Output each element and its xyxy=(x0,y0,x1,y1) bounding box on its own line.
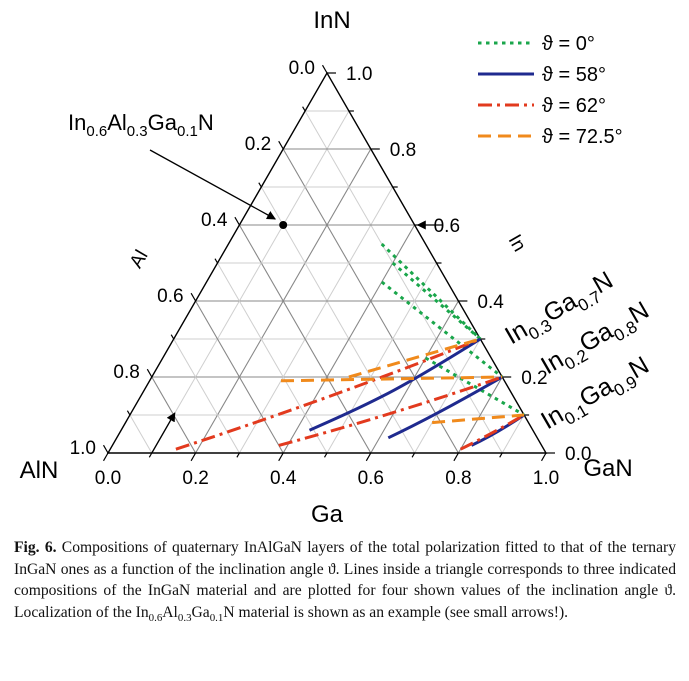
tick-label-in: 0.0 xyxy=(565,444,591,465)
example-label-symbol: N xyxy=(198,110,214,135)
series-line-d72 xyxy=(280,375,503,383)
tick-label-al: 1.0 xyxy=(70,438,96,459)
tick-al xyxy=(214,258,219,264)
caption-ga: Ga xyxy=(191,603,210,621)
grid-line-al xyxy=(304,110,503,454)
grid-line-ga xyxy=(151,110,350,454)
tick-label-al: 0.0 xyxy=(289,58,315,79)
caption-sub-ga: 0.1 xyxy=(209,611,224,624)
caption-text-part1: Compositions of quaternary InAlGaN layer… xyxy=(14,539,677,621)
tick-al xyxy=(234,216,240,226)
series-line-d0 xyxy=(424,356,525,417)
series-line-d62 xyxy=(278,375,503,447)
vertex-label-right: GaN xyxy=(583,455,632,482)
tick-label-al: 0.4 xyxy=(201,210,228,231)
series-line-d0 xyxy=(380,242,482,341)
series-line-d72 xyxy=(348,337,481,379)
example-label-symbol: Al xyxy=(107,110,127,135)
vertex-label-top: InN xyxy=(313,7,350,34)
caption-sub-in: 0.6 xyxy=(148,611,163,624)
tick-ga xyxy=(411,452,416,458)
vertex-label-left: AlN xyxy=(20,457,59,484)
tick-al xyxy=(258,182,262,188)
tick-ga xyxy=(148,452,153,458)
ticks xyxy=(102,64,555,462)
caption-label: Fig. 6. xyxy=(14,539,57,556)
tick-ga xyxy=(499,452,503,458)
tick-ga xyxy=(102,452,109,462)
legend-label-d0: ϑ = 0° xyxy=(542,33,595,55)
grid-line-al xyxy=(173,338,240,454)
tick-label-al: 0.2 xyxy=(245,134,271,155)
legend: ϑ = 0° ϑ = 58° ϑ = 62° ϑ = 72.5° xyxy=(478,33,623,148)
tick-ga xyxy=(236,452,240,458)
series-line-d58 xyxy=(308,337,482,432)
tick-label-al: 0.6 xyxy=(157,286,183,307)
axis-label-right: In xyxy=(504,231,530,255)
example-label-subscript: 0.6 xyxy=(86,123,107,140)
grid-line-ga xyxy=(326,262,437,454)
legend-label-d58: ϑ = 58° xyxy=(542,64,606,86)
grid-line-al xyxy=(217,262,328,454)
figure-caption: Fig. 6. Compositions of quaternary InAlG… xyxy=(14,537,676,629)
grid-line-ga xyxy=(457,376,503,454)
example-label-subscript: 0.3 xyxy=(127,123,148,140)
axis-label-bottom: Ga xyxy=(311,501,344,528)
tick-al xyxy=(126,410,131,416)
caption-al: Al xyxy=(162,603,178,621)
grid-line-al xyxy=(260,186,416,454)
grid-line-al xyxy=(195,300,284,454)
legend-label-d72: ϑ = 72.5° xyxy=(542,126,623,148)
tick-label-ga: 0.2 xyxy=(182,468,208,489)
example-point xyxy=(279,221,288,229)
series-line-d58 xyxy=(387,375,503,440)
example-label-symbol: In xyxy=(68,110,86,135)
tick-al xyxy=(146,368,153,378)
data-series xyxy=(175,242,525,451)
series-line-d0 xyxy=(380,280,504,379)
tick-label-in: 0.4 xyxy=(477,292,504,313)
tick-label-ga: 0.0 xyxy=(95,468,121,489)
tick-label-in: 0.8 xyxy=(390,140,416,161)
legend-label-d62: ϑ = 62° xyxy=(542,95,606,117)
tick-al xyxy=(278,140,284,150)
tick-label-ga: 0.6 xyxy=(358,468,384,489)
tick-label-ga: 0.4 xyxy=(270,468,297,489)
series-line-d72 xyxy=(431,413,525,425)
tick-ga xyxy=(453,452,459,462)
example-arrow-al xyxy=(151,412,176,454)
tick-al xyxy=(302,106,306,112)
example-label-symbol: Ga xyxy=(148,110,178,135)
tick-ga xyxy=(190,452,197,462)
tick-al xyxy=(102,444,109,454)
tick-ga xyxy=(278,452,284,462)
tick-label-ga: 1.0 xyxy=(533,468,559,489)
tick-al xyxy=(321,64,328,74)
tick-ga xyxy=(540,452,547,462)
series-line-d62 xyxy=(459,413,525,451)
tick-al xyxy=(170,334,175,340)
tick-label-in: 1.0 xyxy=(346,64,372,85)
series-line-d62 xyxy=(175,337,481,451)
example-arrow-pointer xyxy=(149,149,276,220)
tick-label-ga: 0.8 xyxy=(445,468,471,489)
ternary-chart: 0.0 0.2 0.4 0.6 0.8 1.0 0.0 0.2 0.4 0.6 0.8 1.0 0.0 0… xyxy=(20,7,654,528)
grid xyxy=(129,110,525,454)
series-line-d0 xyxy=(391,261,482,341)
caption-sub-al: 0.3 xyxy=(177,611,192,624)
grid-line-ga xyxy=(238,186,394,454)
tick-label-in: 0.2 xyxy=(521,368,547,389)
tick-label-in: 0.6 xyxy=(434,216,460,237)
tick-ga xyxy=(323,452,328,458)
tick-al xyxy=(190,292,197,302)
axis-label-left: Al xyxy=(126,247,153,272)
tick-label-al: 0.8 xyxy=(113,362,139,383)
caption-text-part2: N material is shown as an example (see s… xyxy=(223,603,569,621)
grid-line-al xyxy=(129,414,153,454)
example-point-label: In0.6Al0.3Ga0.1N xyxy=(68,110,214,140)
tick-ga xyxy=(365,452,372,462)
example-label-subscript: 0.1 xyxy=(177,123,198,140)
grid-line-ga xyxy=(501,414,525,454)
